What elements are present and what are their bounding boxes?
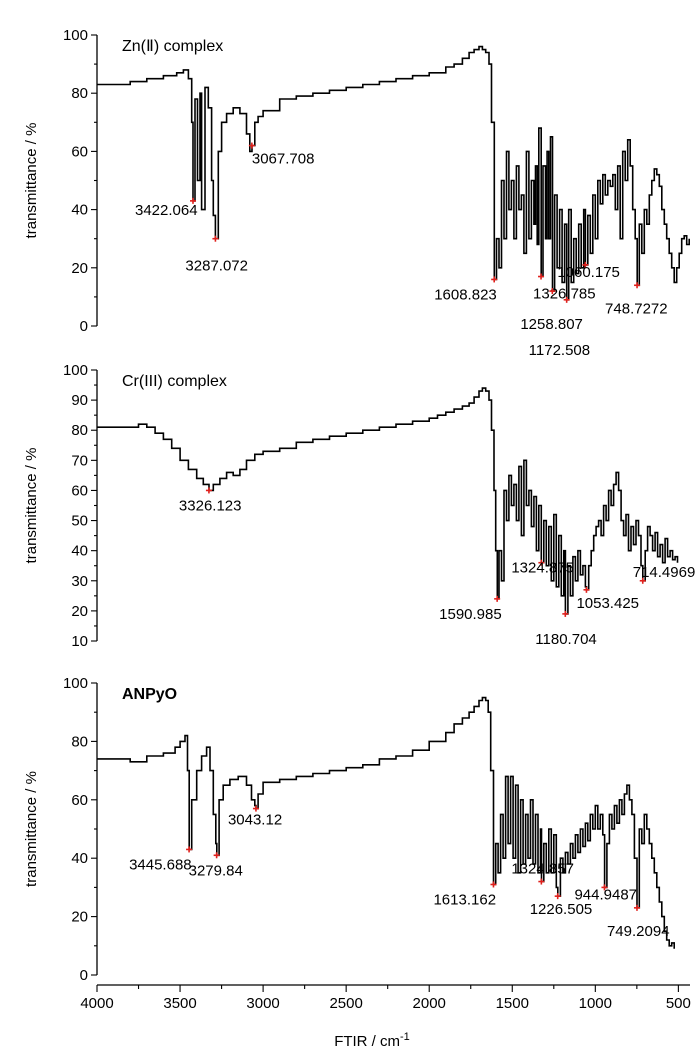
peak-label: 749.2094	[607, 923, 670, 940]
peak-label: 1172.508	[529, 342, 590, 359]
peak-marker	[491, 276, 498, 283]
panel-title: Cr(III) complex	[122, 373, 227, 390]
x-tick-label: 1000	[579, 995, 612, 1012]
peak-label: 1324.857	[511, 861, 574, 878]
x-axis: 4000 3500 3000 2500 2000 1500 1000 500 FTIR / cm…	[80, 984, 691, 1050]
y-tick-label: 60	[71, 482, 88, 499]
y-tick-label: 100	[63, 675, 88, 692]
x-tick-label: 4000	[80, 995, 113, 1012]
peak-marker	[634, 282, 641, 289]
y-tick-label: 40	[71, 850, 88, 867]
peak-marker	[563, 296, 570, 303]
peak-marker	[549, 288, 556, 295]
x-tick-label: 3500	[163, 995, 196, 1012]
y-axis-title: transmittance / %	[23, 771, 40, 887]
peak-label: 3422.064	[135, 202, 198, 219]
peak-marker	[583, 586, 590, 593]
peak-marker	[494, 595, 501, 602]
peak-marker	[248, 142, 255, 149]
y-tick-label: 40	[71, 543, 88, 560]
peak-marker	[186, 846, 193, 853]
y-tick-label: 0	[80, 318, 88, 335]
peak-label: 1324.875	[511, 560, 574, 577]
spectrum-line	[97, 696, 675, 949]
peak-marker	[633, 904, 640, 911]
peak-label: 944.9487	[574, 886, 637, 903]
peak-label: 748.7272	[605, 300, 668, 317]
y-tick-label: 90	[71, 392, 88, 409]
y-tick-label: 80	[71, 85, 88, 102]
peak-label: 3279.84	[189, 862, 243, 879]
y-tick-label: 50	[71, 513, 88, 530]
y-tick-label: 100	[63, 27, 88, 44]
peak-marker	[538, 559, 545, 566]
peak-marker	[189, 197, 196, 204]
y-tick-label: 0	[80, 967, 88, 984]
peak-label: 1613.162	[433, 891, 496, 908]
peak-label: 714.4969	[633, 564, 696, 581]
peak-label: 3067.708	[252, 151, 315, 168]
spectrum-line	[97, 45, 690, 301]
y-tick-label: 30	[71, 573, 88, 590]
y-tick-label: 80	[71, 422, 88, 439]
x-tick-label: 2000	[413, 995, 446, 1012]
y-tick-label: 80	[71, 733, 88, 750]
x-tick-label: 500	[666, 995, 691, 1012]
spectrum-line	[97, 387, 679, 615]
x-tick-label: 3000	[246, 995, 279, 1012]
peak-marker	[538, 273, 545, 280]
peak-label: 1326.785	[533, 286, 596, 303]
y-axis-title: transmittance / %	[23, 123, 40, 239]
panel-1: 0 20 40 60 80 100 transmittance / % Zn(Ⅱ) compl…	[23, 27, 690, 359]
y-tick-label: 20	[71, 909, 88, 926]
peak-label: 1060.175	[557, 264, 620, 281]
peak-label: 1226.505	[530, 901, 593, 918]
panel-3: 0 20 40 60 80 100 transmittance / % ANPyO 3445.6…	[23, 675, 675, 984]
panel-title: Zn(Ⅱ) complex	[122, 38, 223, 55]
peak-label: 1608.823	[434, 286, 497, 303]
peak-label: 1180.704	[535, 631, 596, 648]
peak-marker	[639, 577, 646, 584]
peak-marker	[554, 893, 561, 900]
panel-2: 10 20 30 40 50 60 70 80 90 100 transmittance / % Cr…	[23, 362, 695, 650]
y-tick-label: 60	[71, 792, 88, 809]
peak-label: 1053.425	[576, 595, 639, 612]
y-axis-title: transmittance / %	[23, 448, 40, 564]
peak-label: 1258.807	[520, 316, 583, 333]
y-tick-label: 10	[71, 633, 88, 650]
x-axis-title: FTIR / cm-1	[334, 1031, 410, 1050]
peak-marker	[490, 881, 497, 888]
peak-marker	[562, 610, 569, 617]
y-tick-label: 70	[71, 452, 88, 469]
peak-marker	[205, 487, 212, 494]
y-tick-label: 100	[63, 362, 88, 379]
y-tick-label: 20	[71, 260, 88, 277]
peak-marker	[582, 261, 589, 268]
peak-marker	[213, 852, 220, 859]
peak-label: 1590.985	[439, 606, 502, 623]
y-tick-label: 40	[71, 202, 88, 219]
panel-title: ANPyO	[122, 686, 177, 703]
peak-marker	[212, 235, 219, 242]
peak-label: 3445.688	[129, 856, 192, 873]
peak-label: 3043.12	[228, 812, 282, 829]
y-tick-label: 20	[71, 603, 88, 620]
peak-marker	[252, 805, 259, 812]
peak-marker	[601, 884, 608, 891]
peak-label: 3287.072	[185, 258, 248, 275]
x-tick-label: 2500	[329, 995, 362, 1012]
peak-label: 3326.123	[179, 497, 242, 514]
peak-marker	[538, 878, 545, 885]
y-tick-label: 60	[71, 143, 88, 160]
x-tick-label: 1500	[496, 995, 529, 1012]
